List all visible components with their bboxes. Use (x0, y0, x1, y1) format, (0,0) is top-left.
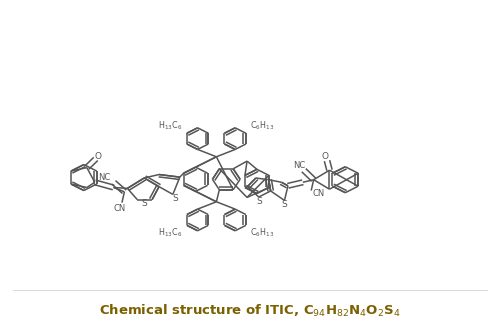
Text: $\mathsf{C_6H_{13}}$: $\mathsf{C_6H_{13}}$ (250, 119, 274, 132)
Text: S: S (282, 200, 288, 209)
Text: Chemical structure of ITIC, C$_{94}$H$_{82}$N$_{4}$O$_{2}$S$_{4}$: Chemical structure of ITIC, C$_{94}$H$_{… (99, 303, 401, 319)
Text: $\mathsf{C_6H_{13}}$: $\mathsf{C_6H_{13}}$ (250, 227, 274, 239)
Text: S: S (172, 194, 178, 203)
Text: S: S (142, 199, 148, 209)
Text: NC: NC (98, 174, 111, 182)
Text: O: O (94, 152, 101, 161)
Text: S: S (256, 197, 262, 206)
Text: CN: CN (114, 204, 126, 213)
Text: $\mathsf{H_{13}C_6}$: $\mathsf{H_{13}C_6}$ (158, 119, 183, 132)
Text: NC: NC (292, 160, 305, 170)
Text: CN: CN (312, 189, 324, 198)
Text: $\mathsf{H_{13}C_6}$: $\mathsf{H_{13}C_6}$ (158, 227, 183, 239)
Text: O: O (322, 152, 328, 161)
